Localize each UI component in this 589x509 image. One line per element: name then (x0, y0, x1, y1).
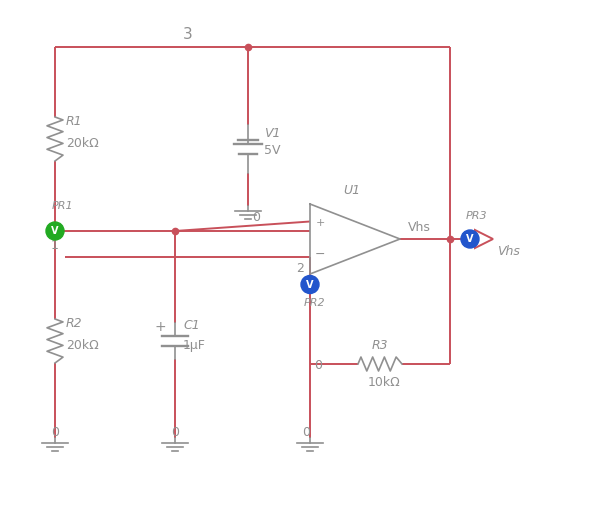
Text: C1: C1 (183, 319, 200, 332)
Circle shape (461, 230, 479, 248)
Text: PR3: PR3 (466, 211, 488, 221)
Text: 20kΩ: 20kΩ (66, 137, 99, 150)
Text: V1: V1 (264, 127, 280, 140)
Text: 0: 0 (314, 359, 322, 372)
Text: Vhs: Vhs (497, 245, 520, 258)
Text: 10kΩ: 10kΩ (368, 376, 401, 389)
Text: R1: R1 (66, 115, 82, 128)
Text: 0: 0 (171, 426, 179, 439)
Text: +: + (315, 218, 325, 228)
Circle shape (46, 222, 64, 240)
Text: 0: 0 (302, 426, 310, 439)
Text: −: − (315, 248, 325, 261)
Text: +: + (155, 320, 167, 334)
Text: V: V (466, 234, 474, 244)
Text: 20kΩ: 20kΩ (66, 339, 99, 352)
Text: 5V: 5V (264, 144, 280, 157)
Text: PR2: PR2 (304, 298, 326, 308)
Text: 2: 2 (296, 262, 304, 274)
Circle shape (301, 275, 319, 294)
Text: PR1: PR1 (52, 201, 74, 211)
Text: 0: 0 (51, 426, 59, 439)
Text: V: V (51, 226, 59, 236)
Text: R3: R3 (372, 339, 389, 352)
Text: 0: 0 (252, 211, 260, 224)
Text: U1: U1 (343, 184, 360, 197)
Text: Vhs: Vhs (408, 221, 431, 234)
Text: R2: R2 (66, 317, 82, 330)
Text: V: V (306, 279, 314, 290)
Text: 1: 1 (51, 239, 59, 252)
Text: 1μF: 1μF (183, 339, 206, 352)
Text: 3: 3 (183, 27, 193, 42)
